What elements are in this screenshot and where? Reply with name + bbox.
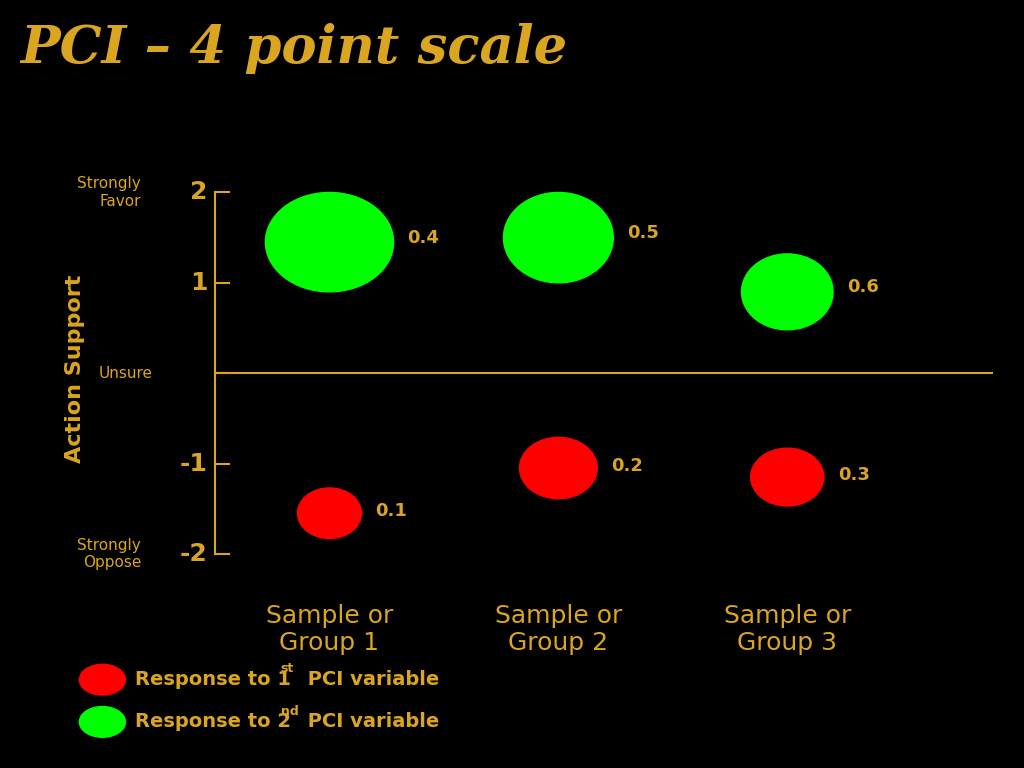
- Text: 1: 1: [189, 271, 207, 295]
- Ellipse shape: [504, 193, 613, 283]
- Text: Strongly
Oppose: Strongly Oppose: [78, 538, 141, 570]
- Text: 2: 2: [189, 180, 207, 204]
- Ellipse shape: [297, 488, 361, 538]
- Text: nd: nd: [281, 705, 298, 717]
- Text: 0.3: 0.3: [838, 466, 869, 485]
- Text: -2: -2: [179, 542, 207, 566]
- Text: st: st: [281, 663, 294, 675]
- Text: PCI variable: PCI variable: [301, 670, 439, 689]
- Text: Strongly
Favor: Strongly Favor: [78, 176, 141, 209]
- Text: 0.1: 0.1: [375, 502, 408, 521]
- Text: 0.5: 0.5: [627, 224, 658, 242]
- Ellipse shape: [265, 193, 393, 292]
- Text: PCI variable: PCI variable: [301, 713, 439, 731]
- Ellipse shape: [80, 707, 125, 737]
- Text: Action Support: Action Support: [65, 274, 85, 463]
- Text: Response to 2: Response to 2: [135, 713, 291, 731]
- Text: 0.6: 0.6: [847, 278, 879, 296]
- Ellipse shape: [80, 664, 125, 695]
- Text: Unsure: Unsure: [98, 366, 153, 381]
- Text: Sample or
Group 2: Sample or Group 2: [495, 604, 622, 655]
- Text: Response to 1: Response to 1: [135, 670, 291, 689]
- Ellipse shape: [751, 449, 824, 506]
- Text: 0.2: 0.2: [611, 457, 643, 475]
- Ellipse shape: [519, 437, 597, 498]
- Text: PCI – 4 point scale: PCI – 4 point scale: [20, 23, 567, 74]
- Text: Sample or
Group 1: Sample or Group 1: [266, 604, 393, 655]
- Text: -1: -1: [179, 452, 207, 475]
- Ellipse shape: [741, 254, 834, 329]
- Text: 0.4: 0.4: [408, 229, 439, 247]
- Text: Sample or
Group 3: Sample or Group 3: [724, 604, 851, 655]
